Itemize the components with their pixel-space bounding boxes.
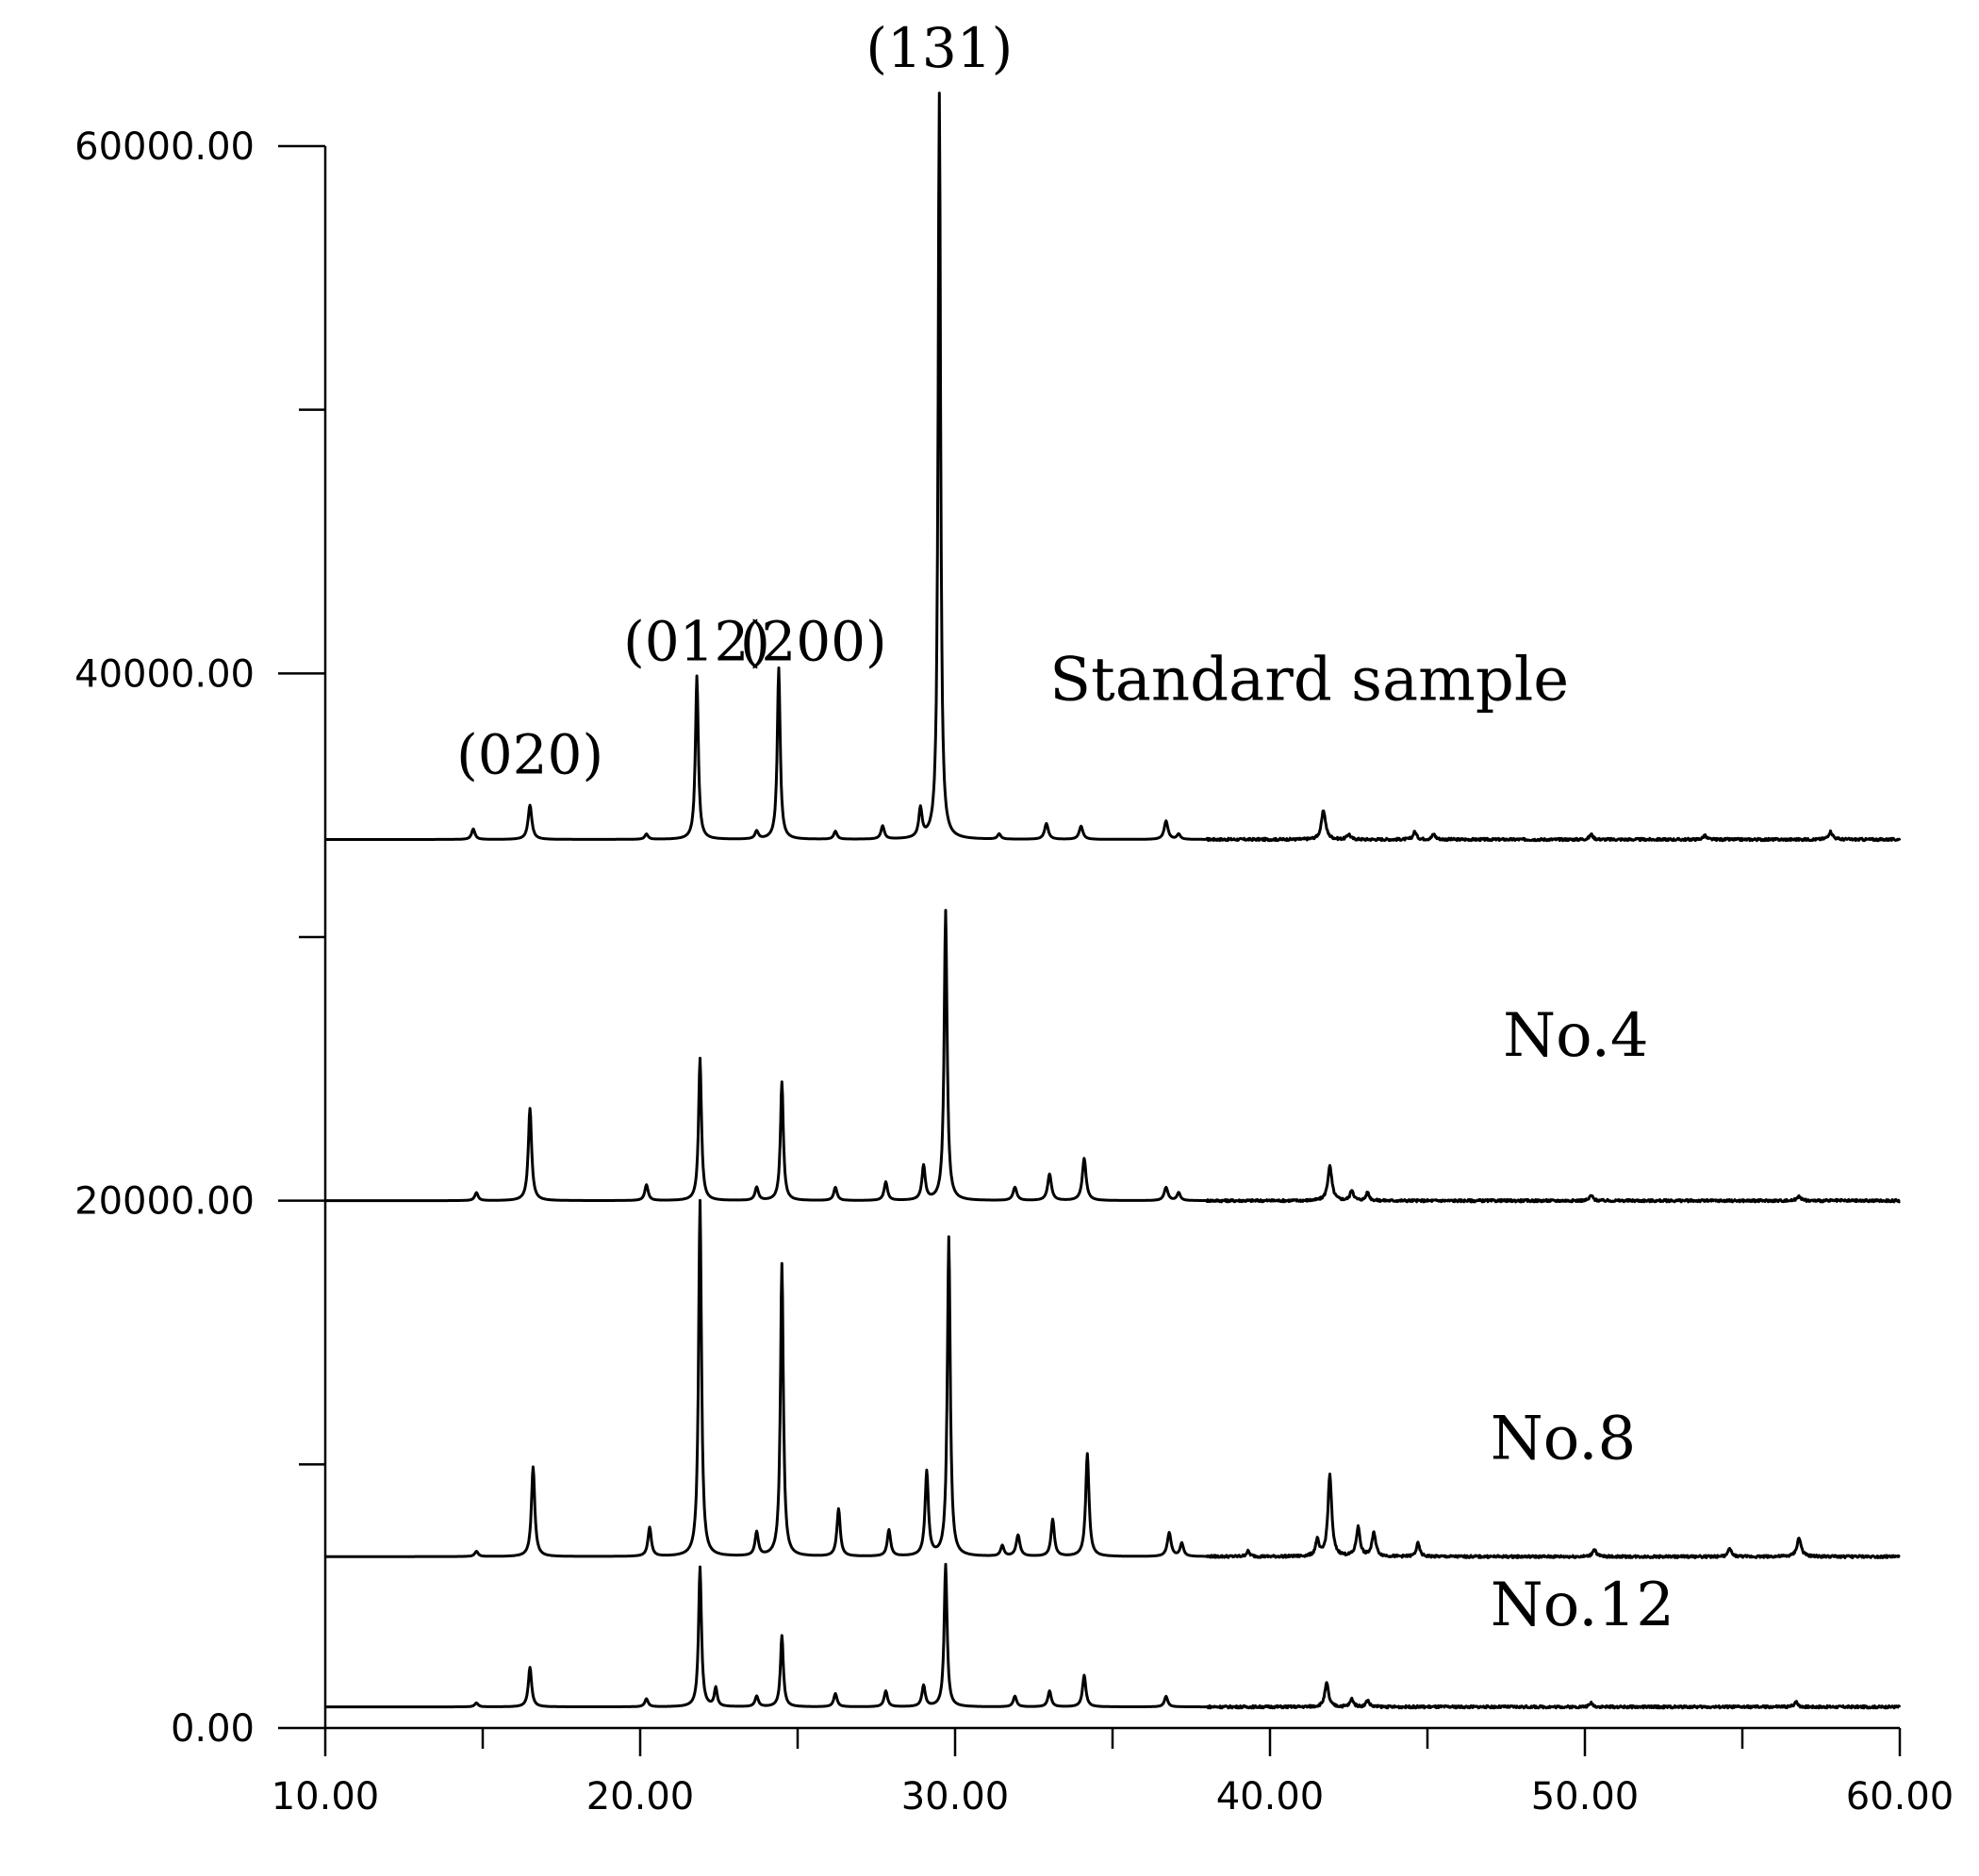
series-label: No.12: [1491, 1571, 1674, 1640]
series-trace-3: [324, 1562, 1902, 1710]
peak-label: (020): [456, 723, 603, 787]
x-tick-label: 20.00: [586, 1775, 695, 1818]
peak-label: (131): [866, 16, 1013, 80]
chart-traces: [324, 91, 1902, 1710]
series-trace-1: [324, 909, 1901, 1204]
chart-axes: 10.00 20.00 30.00 40.00 50.00 60.00 0.00 20000.…: [74, 125, 1954, 1818]
series-trace-2: [324, 1198, 1901, 1559]
x-tick-label: 40.00: [1216, 1775, 1325, 1818]
peak-label: (200): [740, 609, 887, 673]
series-label: Standard sample: [1049, 645, 1569, 715]
x-tick-label: 50.00: [1531, 1775, 1640, 1818]
y-tick-label: 40000.00: [74, 652, 255, 696]
chart-annotations: Standard sample No.4 No.8 No.12 (020) (012)(2…: [456, 16, 1674, 1640]
series-trace-0: [324, 91, 1902, 843]
series-label: No.4: [1503, 1001, 1648, 1071]
x-tick-label: 60.00: [1846, 1775, 1954, 1818]
x-tick-label: 10.00: [272, 1775, 380, 1818]
y-tick-label: 20000.00: [74, 1180, 255, 1224]
peak-label: (012): [623, 609, 770, 673]
series-label: No.8: [1491, 1405, 1636, 1474]
y-tick-label: 0.00: [171, 1707, 255, 1751]
y-tick-label: 60000.00: [74, 125, 255, 169]
x-tick-label: 30.00: [901, 1775, 1010, 1818]
